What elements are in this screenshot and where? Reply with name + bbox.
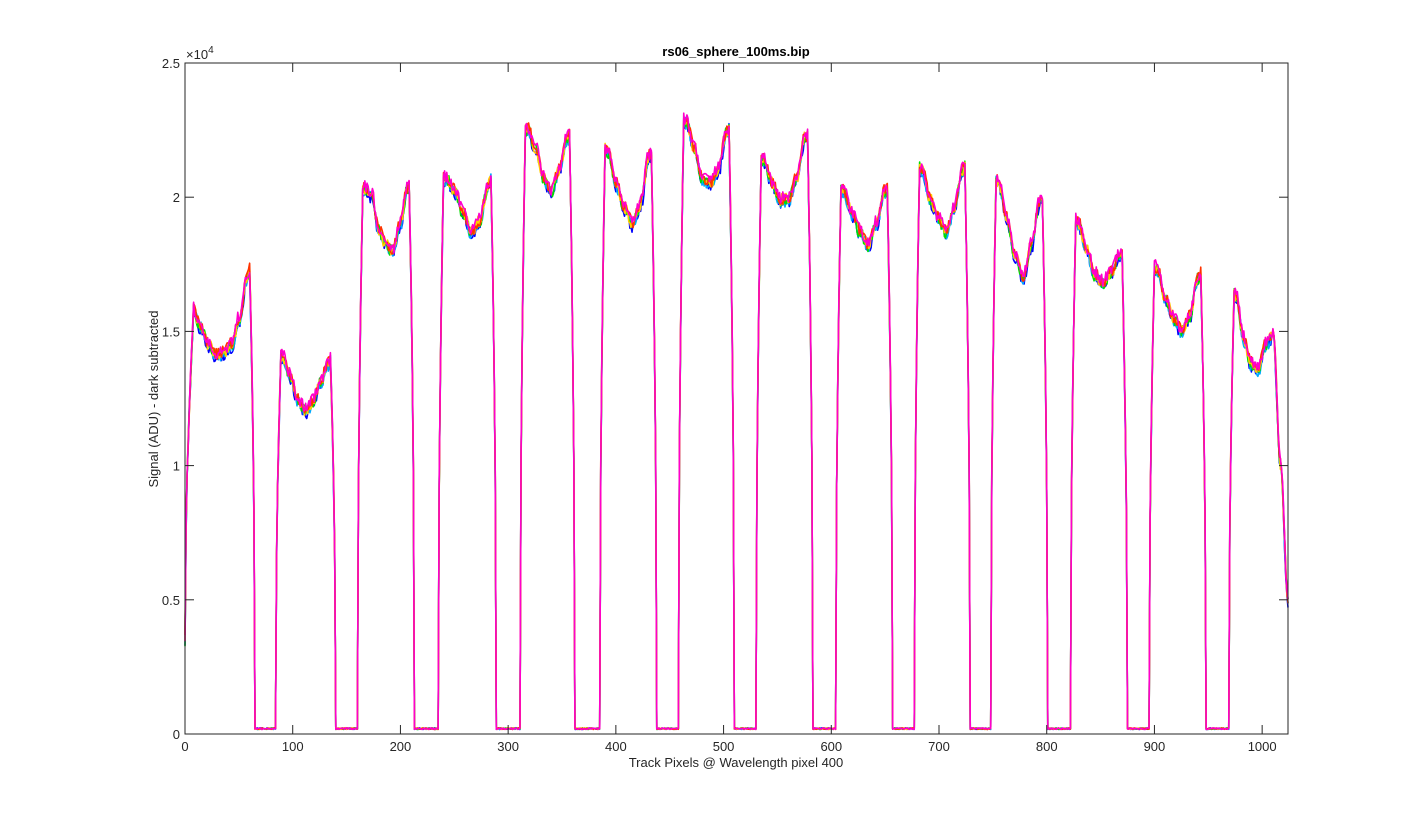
y-exponent-label: ×104 <box>186 45 214 62</box>
x-tick-label: 600 <box>820 739 842 754</box>
y-axis-label: Signal (ADU) - dark subtracted <box>146 310 161 487</box>
x-tick-label: 400 <box>605 739 627 754</box>
x-tick-label: 700 <box>928 739 950 754</box>
y-exponent-base: ×10 <box>186 47 208 62</box>
y-tick-label: 1.5 <box>162 324 180 339</box>
x-tick-label: 500 <box>713 739 735 754</box>
y-tick-label: 0.5 <box>162 593 180 608</box>
x-tick-label: 800 <box>1036 739 1058 754</box>
y-tick-label: 2 <box>173 190 180 205</box>
y-tick-label: 2.5 <box>162 56 180 71</box>
x-tick-label: 200 <box>390 739 412 754</box>
series-line-4 <box>184 117 1289 731</box>
series-line-5 <box>184 115 1289 731</box>
y-tick-label: 0 <box>173 727 180 742</box>
x-axis-label: Track Pixels @ Wavelength pixel 400 <box>629 755 844 770</box>
x-tick-label: 1000 <box>1248 739 1277 754</box>
series-line-2 <box>184 116 1289 731</box>
axes-box <box>184 62 1289 735</box>
chart-title: rs06_sphere_100ms.bip <box>662 44 809 59</box>
x-tick-label: 0 <box>181 739 188 754</box>
y-exponent-power: 4 <box>208 45 214 56</box>
x-tick-label: 900 <box>1144 739 1166 754</box>
series-line-1 <box>184 118 1289 731</box>
y-tick-label: 1 <box>173 459 180 474</box>
series-line-3 <box>184 117 1289 731</box>
x-tick-label: 300 <box>497 739 519 754</box>
series-line-6 <box>184 112 1289 731</box>
x-tick-label: 100 <box>282 739 304 754</box>
